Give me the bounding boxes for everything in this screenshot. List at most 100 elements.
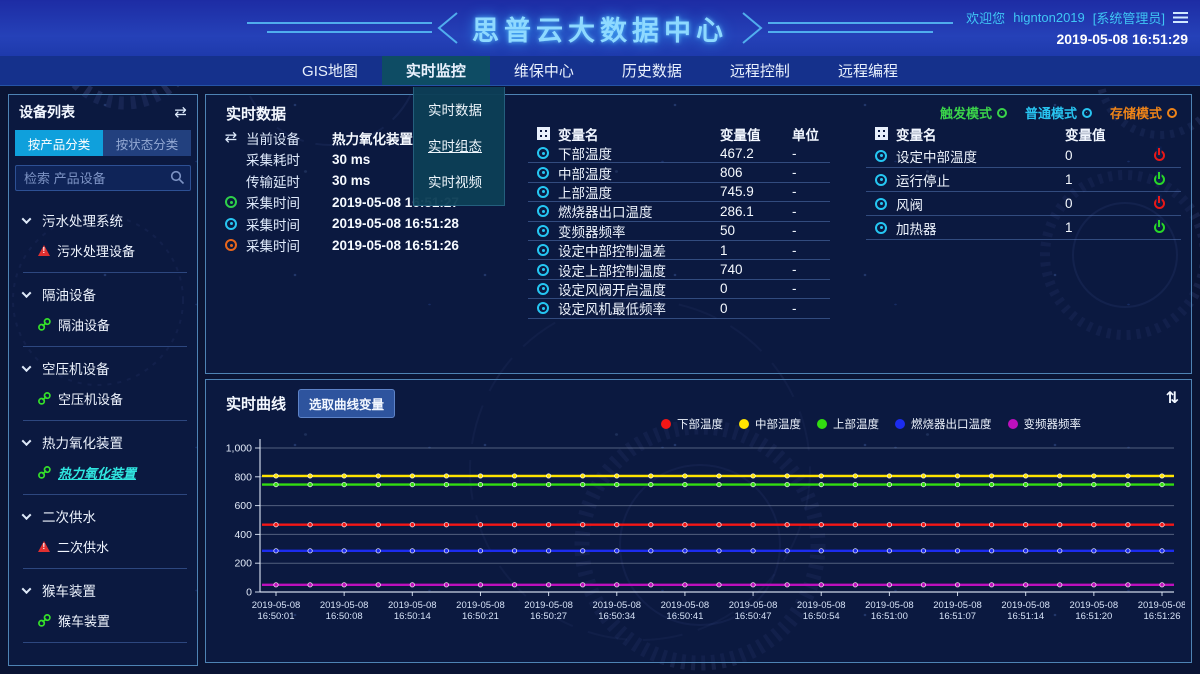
variable-dot-icon[interactable] [537, 263, 549, 276]
variable-unit: - [792, 223, 797, 239]
swap-arrows-icon[interactable]: ⇄ [224, 129, 238, 147]
variable-dot-icon[interactable] [537, 147, 549, 160]
select-curve-variables-button[interactable]: 选取曲线变量 [298, 389, 396, 418]
chart-legend: 下部温度 中部温度 上部温度 燃烧器出口温度 变频器频率 [206, 416, 1161, 432]
tree-child-item[interactable]: 隔油设备 [9, 309, 197, 340]
grid-icon[interactable] [536, 127, 550, 140]
row-icon-cell [528, 244, 558, 257]
nav-item-维保中心[interactable]: 维保中心 [513, 63, 574, 80]
table-row: 设定风机最低频率 0 - [528, 299, 830, 319]
nav-item-GIS地图[interactable]: GIS地图 [302, 63, 358, 80]
curve-title: 实时曲线 [226, 396, 287, 413]
search-icon[interactable] [170, 170, 185, 185]
tree-child-label: 二次供水 [57, 540, 110, 555]
power-toggle-icon[interactable] [1153, 198, 1165, 209]
nav-item-历史数据[interactable]: 历史数据 [621, 63, 682, 80]
mode-button-普通模式[interactable]: 普通模式 [1025, 103, 1092, 122]
tree-parent-item[interactable]: 隔油设备 [9, 279, 197, 309]
username: hignton2019 [1013, 10, 1085, 25]
power-toggle-icon[interactable] [1153, 222, 1165, 233]
legend-label: 燃烧器出口温度 [911, 419, 992, 431]
tree-group: 空压机设备 空压机设备 [9, 353, 197, 416]
table-row: 运行停止 1 [866, 168, 1181, 192]
tree-parent-label: 隔油设备 [42, 288, 96, 303]
search-input[interactable] [15, 165, 191, 191]
tree-child-item[interactable]: 空压机设备 [9, 383, 197, 414]
mode-button-触发模式[interactable]: 触发模式 [940, 103, 1007, 122]
variable-dot-icon[interactable] [537, 282, 549, 295]
legend-label: 中部温度 [755, 419, 801, 431]
device-info-icon-cell: ⇄ [216, 130, 246, 145]
legend-item-变频器频率[interactable]: 变频器频率 [1007, 416, 1081, 432]
variable-dot-icon[interactable] [875, 197, 887, 210]
variable-dot-icon[interactable] [537, 302, 549, 315]
variable-dot-icon[interactable] [875, 221, 887, 234]
variable-dot-icon[interactable] [537, 224, 549, 237]
tree-parent-item[interactable]: 二次供水 [9, 501, 197, 531]
realtime-data-panel: 实时数据 触发模式 普通模式 存储模式 ⇄ 当前设备 热力氧化装置 采集耗时 30 ms 传输… [205, 94, 1192, 374]
grid-icon[interactable] [874, 127, 888, 140]
tree-child-item[interactable]: 二次供水 [9, 531, 197, 562]
legend-item-中部温度[interactable]: 中部温度 [739, 416, 801, 432]
dropdown-item-实时组态[interactable]: 实时组态 [428, 139, 482, 154]
dropdown-item-实时视频[interactable]: 实时视频 [428, 175, 482, 190]
power-toggle-icon[interactable] [1153, 174, 1165, 185]
device-info-value: 热力氧化装置 [332, 131, 413, 147]
sidebar-tab-按状态分类[interactable]: 按状态分类 [103, 130, 191, 156]
title-decoration-left [247, 12, 458, 44]
swap-arrows-icon[interactable]: ⇄ [174, 103, 187, 121]
legend-dot [1007, 419, 1018, 429]
variable-dot-icon[interactable] [537, 185, 549, 198]
device-info-label: 当前设备 [246, 131, 300, 147]
row-icon-cell [528, 263, 558, 276]
sidebar-tab-按产品分类[interactable]: 按产品分类 [15, 130, 103, 156]
device-info-row: 传输延时 30 ms [216, 170, 521, 192]
variable-dot-icon[interactable] [875, 173, 887, 186]
variable-dot-icon[interactable] [537, 205, 549, 218]
variable-name: 加热器 [896, 221, 937, 237]
divider [23, 420, 187, 421]
tree-parent-label: 热力氧化装置 [42, 436, 123, 451]
nav-item-实时监控[interactable]: 实时监控 [381, 56, 490, 85]
variable-value: 467.2 [720, 145, 754, 161]
tree-parent-item[interactable]: 猴车装置 [9, 575, 197, 605]
alarm-triangle-icon [38, 541, 50, 552]
tree-parent-label: 空压机设备 [42, 362, 110, 377]
legend-item-燃烧器出口温度[interactable]: 燃烧器出口温度 [895, 416, 992, 432]
device-info-label: 采集时间 [246, 196, 300, 212]
nav-item-远程编程[interactable]: 远程编程 [837, 63, 898, 80]
tree-parent-label: 二次供水 [42, 510, 96, 525]
device-info-value: 2019-05-08 16:51:26 [332, 237, 459, 253]
tree-child-item[interactable]: 污水处理设备 [9, 235, 197, 266]
row-icon-cell [866, 197, 896, 210]
legend-dot [817, 419, 827, 429]
power-toggle-icon[interactable] [1153, 150, 1165, 161]
svg-text:0: 0 [246, 587, 252, 599]
chevron-down-icon [21, 583, 32, 594]
svg-text:600: 600 [234, 500, 252, 512]
tree-parent-item[interactable]: 空压机设备 [9, 353, 197, 383]
updown-arrows-icon[interactable]: ⇅ [1165, 390, 1179, 407]
row-icon-cell [528, 302, 558, 315]
variable-dot-icon[interactable] [875, 149, 887, 162]
device-info-label: 采集时间 [246, 217, 300, 233]
variable-dot-icon[interactable] [537, 166, 549, 179]
tree-child-item[interactable]: 热力氧化装置 [9, 457, 197, 488]
dropdown-item-实时数据[interactable]: 实时数据 [428, 103, 482, 118]
variable-dot-icon[interactable] [537, 244, 549, 257]
legend-item-上部温度[interactable]: 上部温度 [817, 416, 879, 432]
divider [23, 346, 187, 347]
tree-child-item[interactable]: 猴车装置 [9, 605, 197, 636]
legend-item-下部温度[interactable]: 下部温度 [661, 416, 723, 432]
variable-value: 806 [720, 165, 743, 181]
nav-item-远程控制[interactable]: 远程控制 [729, 63, 790, 80]
menu-list-icon[interactable] [1173, 12, 1188, 23]
mode-button-存储模式[interactable]: 存储模式 [1110, 103, 1177, 122]
app-header: 思普云大数据中心 欢迎您 hignton2019 [系统管理员] 2019-05… [0, 0, 1200, 56]
tree-parent-item[interactable]: 污水处理系统 [9, 205, 197, 235]
power-cell [1137, 150, 1181, 161]
tree-parent-item[interactable]: 热力氧化装置 [9, 427, 197, 457]
